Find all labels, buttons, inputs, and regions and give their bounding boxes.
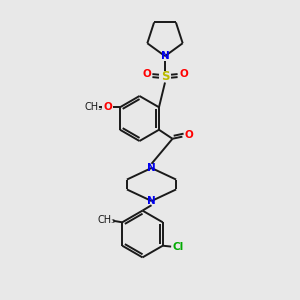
- Text: O: O: [184, 130, 194, 140]
- Text: N: N: [147, 163, 156, 173]
- Text: S: S: [161, 70, 169, 83]
- Text: O: O: [103, 102, 112, 112]
- Text: CH₃: CH₃: [98, 215, 116, 225]
- Text: N: N: [147, 196, 156, 206]
- Text: Cl: Cl: [173, 242, 184, 252]
- Text: O: O: [142, 69, 151, 79]
- Text: N: N: [160, 51, 169, 61]
- Text: CH₃: CH₃: [85, 102, 103, 112]
- Text: O: O: [179, 69, 188, 79]
